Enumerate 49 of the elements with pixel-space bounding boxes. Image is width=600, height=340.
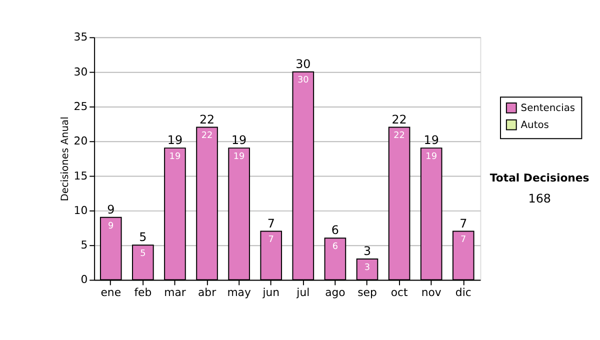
data-label: 3: [364, 262, 370, 273]
data-label: 7: [268, 235, 274, 246]
x-tick-label: mar: [164, 286, 186, 300]
total-label: 7: [460, 216, 468, 230]
y-tick-label: 30: [74, 65, 88, 78]
data-label: 7: [460, 235, 466, 246]
y-tick-label: 20: [74, 134, 88, 148]
legend-label: Autos: [520, 120, 549, 131]
y-tick-label: 10: [74, 204, 88, 217]
total-label: 19: [424, 133, 439, 148]
x-tick-label: ene: [100, 286, 122, 300]
total-label: 5: [139, 230, 147, 244]
y-axis-title: Decisiones Anual: [60, 116, 71, 202]
total-label: 22: [392, 112, 407, 126]
data-label: 30: [297, 76, 310, 86]
x-tick-label: oct: [390, 286, 408, 300]
data-label: 9: [108, 221, 114, 232]
legend-label: Sentencias: [520, 102, 576, 114]
x-tick-label: ago: [325, 286, 346, 300]
total-label: 19: [232, 133, 247, 148]
data-label: 6: [332, 242, 338, 252]
data-label: 5: [140, 248, 146, 259]
x-tick-label: jul: [296, 286, 310, 300]
y-tick-label: 5: [80, 238, 88, 252]
total-label: 22: [199, 112, 215, 126]
total-label: 6: [331, 223, 339, 238]
total-label: 7: [267, 216, 275, 230]
x-tick-label: feb: [134, 286, 152, 300]
data-label: 19: [169, 152, 181, 162]
x-tick-label: jun: [262, 286, 280, 300]
x-tick-label: dic: [455, 286, 472, 300]
data-label: 22: [394, 131, 405, 142]
x-tick-label: sep: [358, 286, 377, 300]
y-tick-label: 35: [74, 30, 88, 44]
data-label: 22: [201, 131, 213, 142]
x-tick-label: abr: [198, 286, 217, 300]
text: Total Decisiones: [490, 172, 590, 185]
text: 168: [528, 192, 551, 206]
y-tick-label: 15: [74, 169, 88, 182]
data-label: 19: [426, 152, 438, 162]
total-label: 30: [296, 56, 311, 71]
y-tick-label: 25: [74, 100, 88, 113]
total-label: 3: [363, 244, 372, 258]
total-label: 19: [167, 133, 183, 148]
total-label: 9: [107, 202, 115, 216]
x-tick-label: may: [227, 286, 252, 300]
y-tick-label: 0: [80, 273, 88, 286]
data-label: 19: [233, 152, 246, 162]
x-tick-label: nov: [421, 286, 442, 300]
